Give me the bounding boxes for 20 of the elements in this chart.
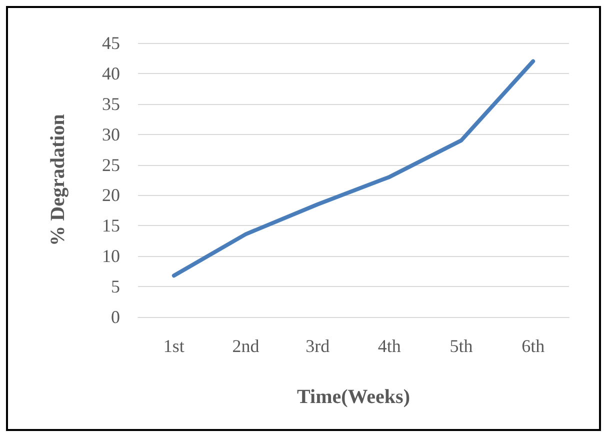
x-tick-label: 6th: [522, 336, 545, 356]
y-tick-label: 10: [102, 246, 120, 266]
line-series: [172, 59, 536, 278]
frame: % Degradation Time(Weeks) 0 5 10 15 20 25 30 35 40 45 1st 2nd 3rd 4th 5th 6th: [6, 6, 601, 431]
y-tick-label: 35: [102, 94, 120, 114]
x-tick-label: 4th: [378, 336, 401, 356]
y-tick-label: 25: [102, 154, 120, 175]
x-tick-label: 5th: [450, 336, 473, 356]
x-tick-label: 1st: [163, 336, 184, 356]
y-tick-label: 20: [102, 185, 120, 206]
y-tick-label: 0: [111, 307, 120, 327]
y-tick-label: 45: [102, 33, 120, 53]
x-tick-label: 2nd: [232, 336, 260, 356]
y-tick-label: 40: [102, 63, 120, 84]
x-axis-title: Time(Weeks): [297, 386, 410, 408]
y-tick-label: 15: [102, 216, 120, 236]
x-tick-label: 3rd: [306, 336, 330, 356]
y-axis-title: % Degradation: [47, 114, 69, 246]
y-tick-label: 30: [102, 124, 120, 144]
y-tick-label: 5: [111, 276, 120, 297]
